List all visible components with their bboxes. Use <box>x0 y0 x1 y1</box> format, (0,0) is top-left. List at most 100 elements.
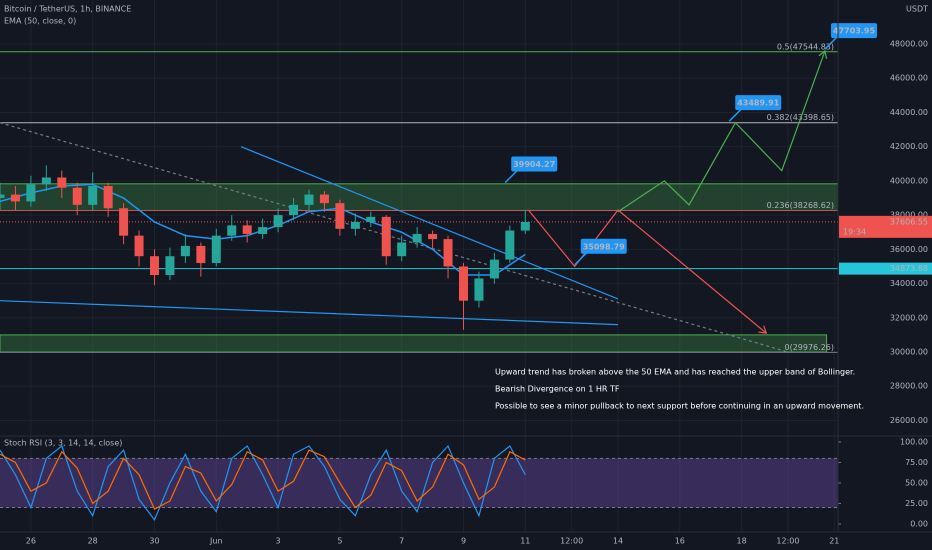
candle-body <box>304 194 314 205</box>
candle-body <box>350 221 360 229</box>
x-tick-label: 14 <box>613 537 623 546</box>
candle-body <box>458 266 468 301</box>
stoch-label: Stoch RSI (3, 3, 14, 14, close) <box>4 439 122 448</box>
candle-body <box>26 184 36 202</box>
zone <box>0 183 839 212</box>
x-tick-label: 28 <box>88 537 98 546</box>
candle-body <box>412 233 422 243</box>
trendline <box>0 122 789 353</box>
fib-label: 0(29976.26) <box>784 343 834 352</box>
callout-label: 47703.95 <box>833 27 875 36</box>
candle-body <box>289 204 299 216</box>
y-tick-label: 32000.00 <box>890 313 928 322</box>
candle-body <box>397 242 407 257</box>
candle-body <box>520 221 530 231</box>
candle-body <box>57 177 67 188</box>
trendline <box>240 146 619 300</box>
x-tick-label: 18 <box>736 537 746 546</box>
callout-box <box>511 156 558 172</box>
x-tick-label: 9 <box>461 537 466 546</box>
x-tick-label: 7 <box>399 537 404 546</box>
candle-body <box>165 256 175 276</box>
candle-body <box>273 215 283 228</box>
candle-body <box>505 230 515 260</box>
arrow-head <box>758 325 768 334</box>
x-tick-label: 5 <box>337 537 342 546</box>
candle-body <box>319 194 329 204</box>
layers: 26000.00 28000.00 30000.00 32000.00 34000.00… <box>0 23 932 546</box>
y-tick-label: 42000.00 <box>890 142 928 151</box>
callout-box <box>831 23 878 39</box>
note: Upward trend has broken above the 50 EMA… <box>495 368 855 377</box>
candle-body <box>366 216 376 222</box>
callout-pointer <box>728 108 742 122</box>
note: Bearish Divergence on 1 HR TF <box>495 385 620 394</box>
candle-body <box>0 194 5 199</box>
y-tick-label: 48000.00 <box>890 40 928 49</box>
candle-body <box>474 278 484 301</box>
price-time: 19:34 <box>843 227 866 236</box>
callout-pointer <box>824 36 838 50</box>
y-tick-label: 40000.00 <box>890 176 928 185</box>
candle-body <box>88 186 98 205</box>
zone <box>0 334 828 353</box>
candle-body <box>72 187 82 205</box>
x-tick-label: 21 <box>829 537 839 546</box>
y-tick-label: 26000.00 <box>890 416 928 425</box>
stoch-line <box>0 449 526 511</box>
x-tick-label: 12:00 <box>560 537 583 546</box>
stoch-tick-label: 0.00 <box>910 519 928 528</box>
callout-box <box>580 238 627 254</box>
callout-pointer <box>504 170 518 184</box>
x-tick-label: 12:00 <box>776 537 799 546</box>
x-tick-label: Jun <box>209 537 223 546</box>
fib-label: 0.5(47544.83) <box>777 42 834 51</box>
support-label: 34873.88 <box>890 264 928 273</box>
candle-body <box>489 259 499 279</box>
projection <box>527 209 767 334</box>
callout-label: 35098.79 <box>583 242 625 251</box>
price-tag <box>839 215 932 238</box>
y-tick-label: 30000.00 <box>890 348 928 357</box>
stoch-tick-label: 50.00 <box>905 478 928 487</box>
stoch-line <box>0 444 526 522</box>
callout-pointer <box>574 252 588 266</box>
candle-body <box>103 186 113 209</box>
y-tick-label: 34000.00 <box>890 279 928 288</box>
y-tick-label: 46000.00 <box>890 74 928 83</box>
candle-body <box>242 225 252 234</box>
x-tick-label: 11 <box>520 537 530 546</box>
stoch-tick-label: 75.00 <box>905 458 928 467</box>
x-tick-label: 3 <box>276 537 281 546</box>
x-tick-label: 26 <box>26 537 36 546</box>
candle-body <box>134 235 144 257</box>
candle-body <box>10 194 20 202</box>
candle-body <box>149 256 159 276</box>
projection <box>617 50 826 213</box>
fib-label: 0.236(38268.62) <box>767 201 834 210</box>
y-tick-label: 28000.00 <box>890 382 928 391</box>
candle-body <box>180 245 190 257</box>
candle-body <box>41 177 51 185</box>
x-tick-label: 30 <box>149 537 159 546</box>
candle-body <box>227 225 237 236</box>
callout-label: 39904.27 <box>513 160 555 169</box>
x-tick-label: 16 <box>675 537 685 546</box>
candle-body <box>381 216 391 257</box>
candle-body <box>258 227 268 234</box>
note: Possible to see a minor pullback to next… <box>495 402 864 411</box>
arrow-head <box>818 49 828 59</box>
unit-label: USDT <box>906 5 928 14</box>
indicator-label: EMA (50, close, 0) <box>4 17 76 26</box>
candle-body <box>335 203 345 229</box>
candle-body <box>196 245 206 264</box>
callout-label: 43489.91 <box>737 99 779 108</box>
stoch-band <box>0 458 838 508</box>
candle-body <box>211 235 221 264</box>
trendline <box>0 300 619 326</box>
stoch-tick-label: 100.00 <box>900 437 928 446</box>
price-label: 37606.55 <box>890 217 928 226</box>
stoch-tick-label: 25.00 <box>905 499 928 508</box>
candle-body <box>119 208 129 236</box>
